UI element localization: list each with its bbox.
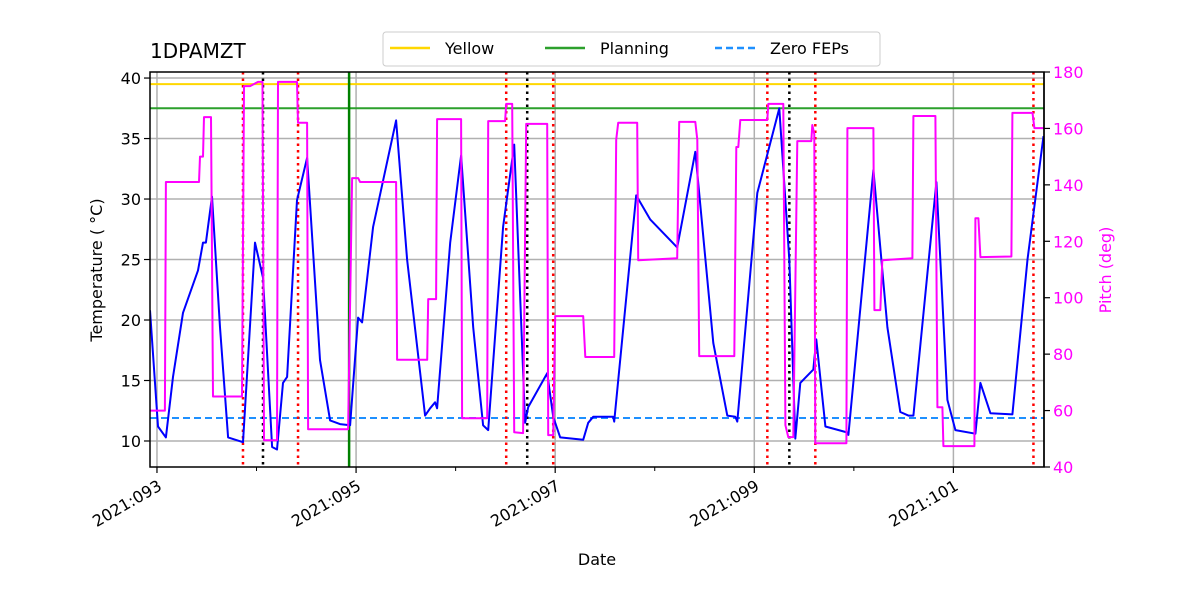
- y-tick-label: 15: [121, 371, 141, 390]
- y-tick-label: 30: [121, 190, 141, 209]
- y2-tick-label: 60: [1053, 402, 1073, 421]
- y-axis-label: Temperature ( °C): [87, 198, 106, 342]
- y2-tick-label: 160: [1053, 119, 1084, 138]
- y-tick-label: 25: [121, 251, 141, 270]
- x-axis-label: Date: [578, 550, 616, 569]
- legend-label: Planning: [600, 39, 669, 58]
- y2-axis-label: Pitch (deg): [1096, 227, 1115, 314]
- legend-label: Yellow: [444, 39, 494, 58]
- y2-tick-label: 180: [1053, 63, 1084, 82]
- legend-label: Zero FEPs: [770, 39, 849, 58]
- chart-title: 1DPAMZT: [150, 39, 247, 63]
- plot-frame: [149, 71, 1045, 468]
- y2-tick-label: 80: [1053, 345, 1073, 364]
- x-tick-label: 2021:093: [89, 476, 165, 531]
- x-tick-label: 2021:101: [886, 476, 962, 531]
- y-tick-label: 40: [121, 69, 141, 88]
- y2-tick-label: 100: [1053, 289, 1084, 308]
- y-tick-label: 10: [121, 432, 141, 451]
- x-tick-label: 2021:099: [686, 476, 762, 531]
- y-tick-label: 20: [121, 311, 141, 330]
- y2-tick-label: 140: [1053, 176, 1084, 195]
- y-tick-label: 35: [121, 130, 141, 149]
- temperature-series-line: [150, 107, 1044, 451]
- plot-marks: [150, 72, 1044, 467]
- x-tick-label: 2021:097: [487, 476, 563, 531]
- legend: Yellow Planning Zero FEPs: [382, 31, 881, 67]
- legend-box: [382, 31, 881, 67]
- grid: [150, 72, 1044, 467]
- y2-tick-label: 120: [1053, 232, 1084, 251]
- x-tick-label: 2021:095: [288, 476, 364, 531]
- axes: 2021:093 2021:095 2021:097 2021:099 2021:101…: [89, 63, 1083, 531]
- y2-tick-label: 40: [1053, 458, 1073, 477]
- pitch-series-line: [150, 80, 1044, 448]
